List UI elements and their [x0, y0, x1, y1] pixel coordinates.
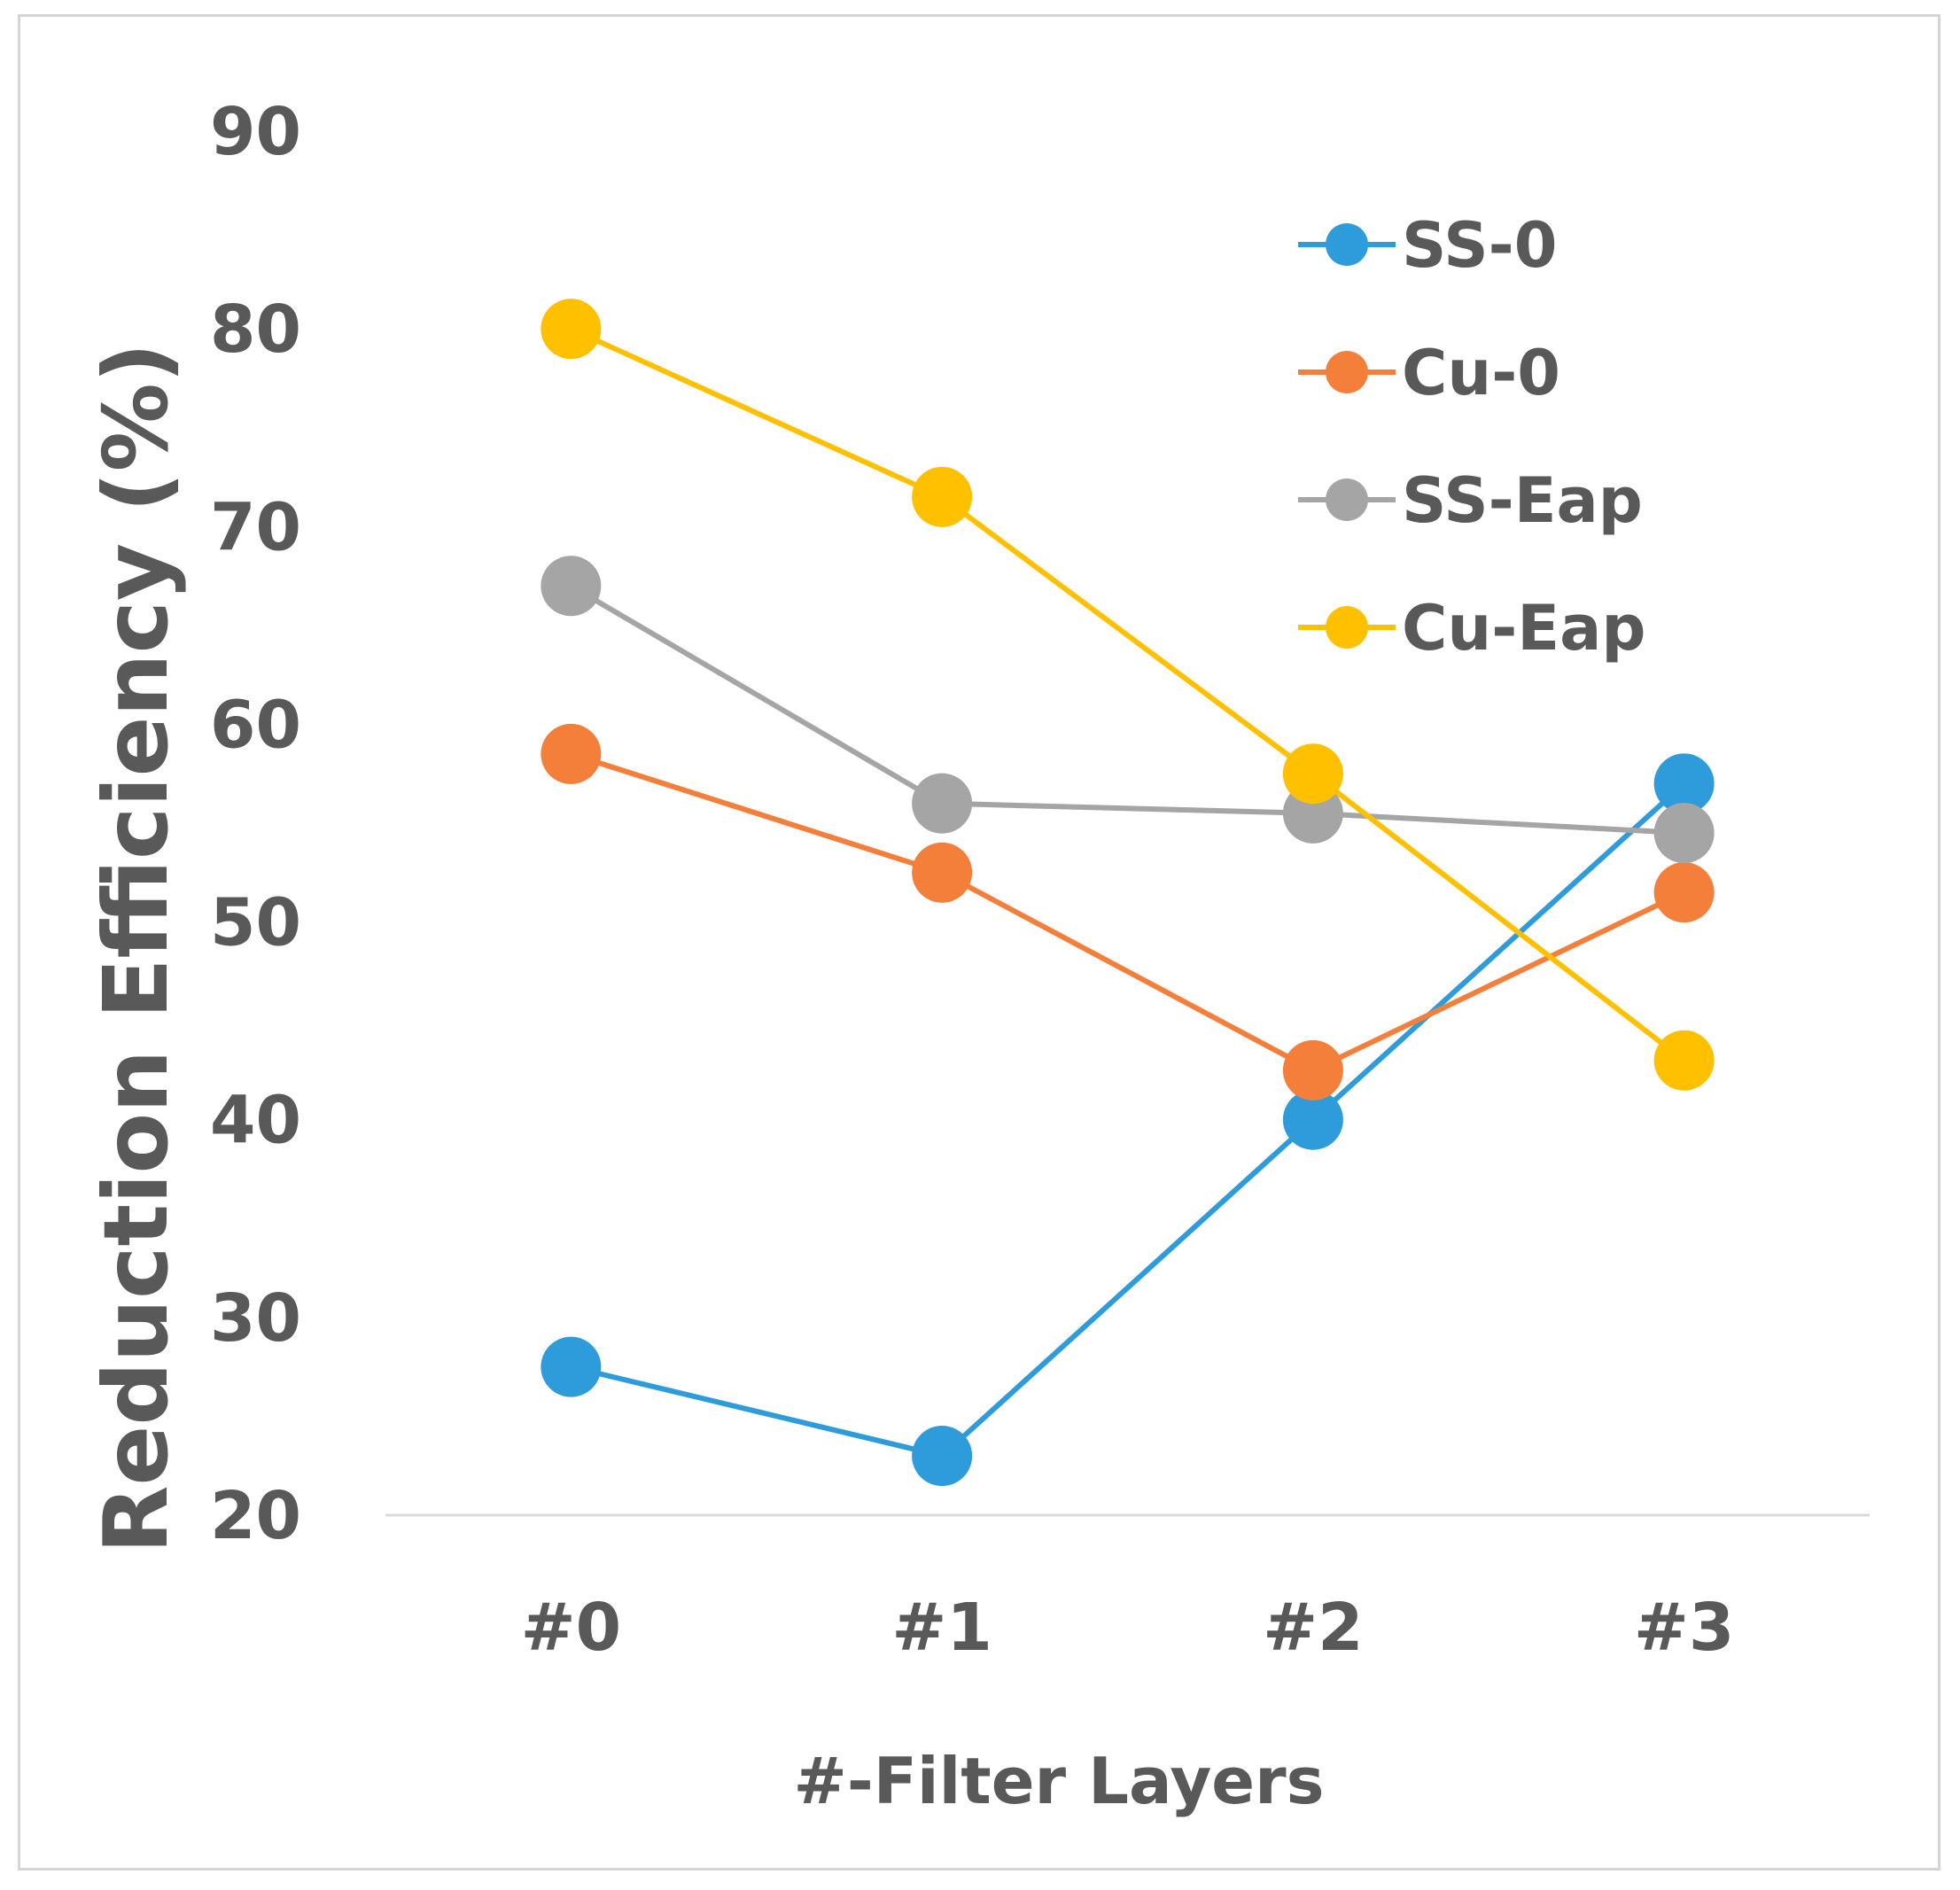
y-tick-label: 90 — [210, 94, 301, 170]
x-tick-label: #3 — [1634, 1590, 1735, 1666]
data-point-ss-0 — [1282, 1089, 1343, 1150]
data-point-ss-eap — [541, 556, 602, 617]
data-point-cu-0 — [541, 723, 602, 784]
series-layer — [541, 299, 1715, 1487]
legend-label-cu-0: Cu-0 — [1402, 337, 1560, 409]
data-point-ss-eap — [1653, 803, 1715, 864]
legend-label-cu-eap: Cu-Eap — [1402, 592, 1645, 665]
y-tick-label: 60 — [210, 687, 301, 763]
data-point-cu-0 — [1282, 1039, 1343, 1101]
series-line-ss-eap — [569, 583, 1684, 836]
legend-marker-cu-eap — [1326, 606, 1368, 649]
data-point-ss-0 — [912, 1426, 973, 1487]
y-axis-title: Reduction Efficiency (%) — [84, 343, 188, 1554]
legend-label-ss-0: SS-0 — [1402, 209, 1557, 282]
series-line-ss-0 — [570, 782, 1686, 1459]
x-axis-title: #-Filter Layers — [794, 1744, 1325, 1818]
data-point-cu-eap — [541, 299, 602, 360]
x-tick-label: #0 — [521, 1590, 622, 1666]
data-point-cu-eap — [912, 466, 973, 527]
series-line-cu-0 — [570, 751, 1685, 1073]
x-axis-ticks: #0 #1 #2 #3 — [521, 1590, 1735, 1666]
x-tick-label: #2 — [1263, 1590, 1364, 1666]
legend-item-ss-0: SS-0 — [1298, 209, 1557, 282]
legend-marker-ss-0 — [1326, 223, 1368, 266]
data-point-cu-0 — [1653, 862, 1715, 923]
data-point-cu-eap — [1653, 1030, 1715, 1091]
data-point-ss-0 — [1653, 753, 1715, 814]
data-point-cu-0 — [912, 842, 973, 903]
legend: SS-0 Cu-0 SS-Eap Cu-Eap — [1298, 209, 1645, 665]
y-tick-label: 40 — [210, 1083, 301, 1159]
y-tick-label: 50 — [210, 885, 301, 961]
series-cu-eap — [541, 299, 1715, 1091]
series-ss-0 — [541, 753, 1715, 1487]
data-point-ss-eap — [912, 773, 973, 834]
series-line-cu-eap — [570, 326, 1686, 1063]
legend-label-ss-eap: SS-Eap — [1402, 464, 1643, 537]
chart-frame — [18, 14, 1941, 1871]
x-tick-label: #1 — [891, 1590, 992, 1666]
series-cu-0 — [541, 723, 1715, 1101]
legend-marker-ss-eap — [1326, 478, 1368, 521]
legend-item-cu-eap: Cu-Eap — [1298, 592, 1645, 665]
legend-item-ss-eap: SS-Eap — [1298, 464, 1643, 537]
y-tick-label: 30 — [210, 1280, 301, 1357]
y-tick-label: 80 — [210, 292, 301, 368]
data-point-cu-eap — [1282, 743, 1343, 805]
y-tick-label: 20 — [210, 1478, 301, 1554]
data-point-ss-0 — [541, 1336, 602, 1397]
y-tick-label: 70 — [210, 489, 301, 565]
y-axis-ticks: 20 30 40 50 60 70 80 90 — [210, 94, 301, 1554]
legend-marker-cu-0 — [1326, 351, 1368, 393]
legend-item-cu-0: Cu-0 — [1298, 337, 1560, 409]
series-ss-eap — [541, 556, 1715, 864]
